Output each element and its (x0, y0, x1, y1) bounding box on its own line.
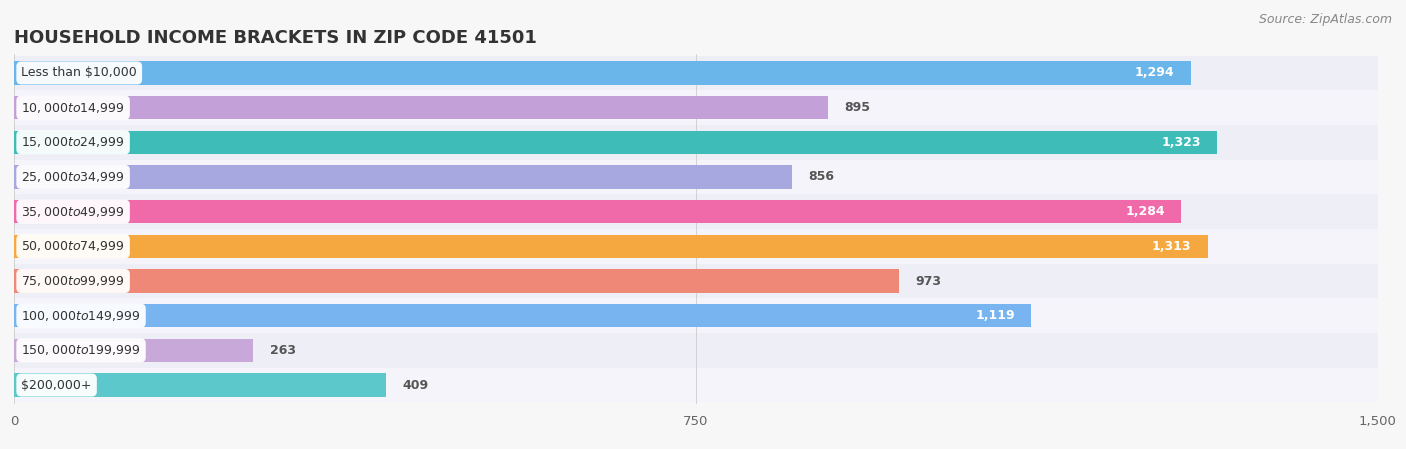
Text: 973: 973 (915, 274, 941, 287)
Text: $75,000 to $99,999: $75,000 to $99,999 (21, 274, 125, 288)
Bar (14, 200, 1181, 224)
Bar (14, 56, 1378, 90)
Bar (14, 229, 1378, 264)
Text: $35,000 to $49,999: $35,000 to $49,999 (21, 205, 125, 219)
Bar (14, 373, 385, 397)
Bar (14, 298, 1378, 333)
Bar (14, 339, 253, 362)
Text: Source: ZipAtlas.com: Source: ZipAtlas.com (1258, 13, 1392, 26)
Text: $10,000 to $14,999: $10,000 to $14,999 (21, 101, 125, 114)
Bar (14, 131, 1218, 154)
Bar (14, 165, 793, 189)
Text: $150,000 to $199,999: $150,000 to $199,999 (21, 343, 141, 357)
Text: 1,323: 1,323 (1161, 136, 1201, 149)
Text: 263: 263 (270, 344, 295, 357)
Bar (14, 269, 898, 293)
Bar (14, 125, 1378, 160)
Bar (14, 368, 1378, 402)
Text: 856: 856 (808, 171, 835, 184)
Bar (14, 194, 1378, 229)
Text: $200,000+: $200,000+ (21, 379, 91, 392)
Bar (14, 61, 1191, 85)
Text: $50,000 to $74,999: $50,000 to $74,999 (21, 239, 125, 253)
Text: Less than $10,000: Less than $10,000 (21, 66, 136, 79)
Text: 1,119: 1,119 (976, 309, 1015, 322)
Bar (14, 160, 1378, 194)
Bar (14, 304, 1032, 327)
Bar (14, 333, 1378, 368)
Bar (14, 264, 1378, 298)
Text: $25,000 to $34,999: $25,000 to $34,999 (21, 170, 125, 184)
Text: 1,313: 1,313 (1152, 240, 1191, 253)
Text: HOUSEHOLD INCOME BRACKETS IN ZIP CODE 41501: HOUSEHOLD INCOME BRACKETS IN ZIP CODE 41… (14, 29, 537, 47)
Bar (14, 234, 1208, 258)
Text: 409: 409 (402, 379, 429, 392)
Text: $15,000 to $24,999: $15,000 to $24,999 (21, 135, 125, 150)
Text: 1,284: 1,284 (1125, 205, 1166, 218)
Text: $100,000 to $149,999: $100,000 to $149,999 (21, 308, 141, 323)
Text: 1,294: 1,294 (1135, 66, 1174, 79)
Bar (14, 90, 1378, 125)
Bar (14, 96, 828, 119)
Text: 895: 895 (844, 101, 870, 114)
